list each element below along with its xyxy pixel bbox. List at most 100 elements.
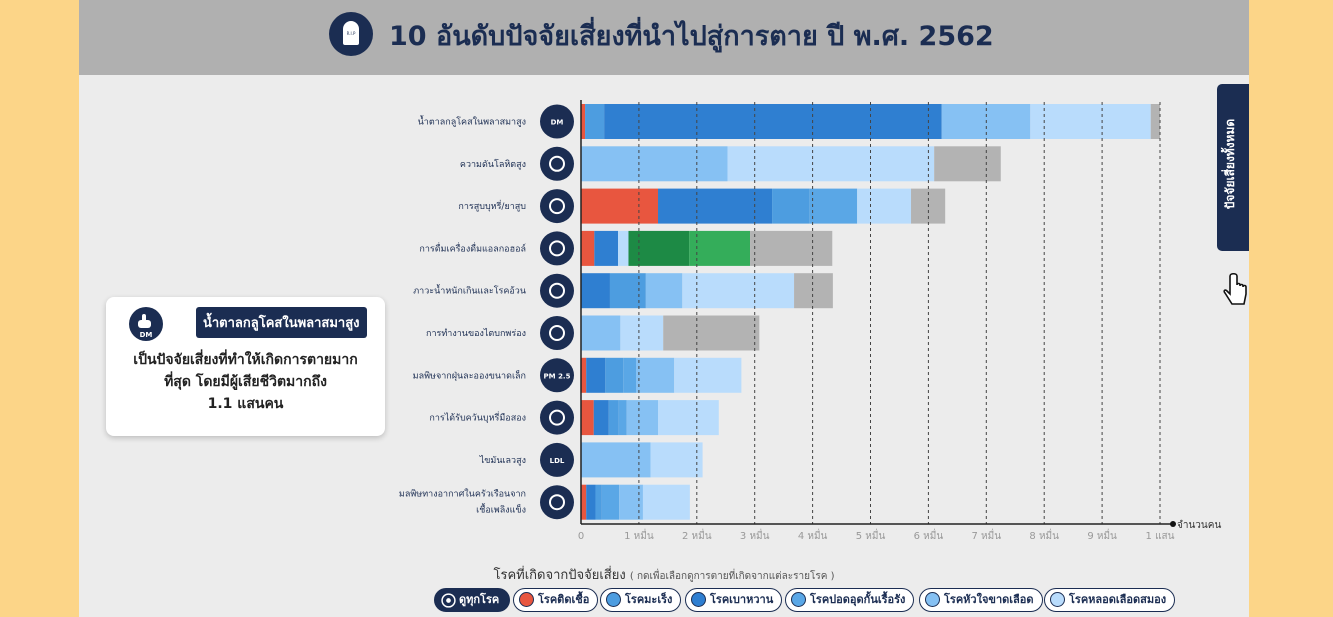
bar-segment[interactable] xyxy=(620,315,664,351)
bar-segment[interactable] xyxy=(581,273,610,309)
risk-factor-icon xyxy=(540,485,574,520)
bar-segment[interactable] xyxy=(650,442,703,478)
bar-segment[interactable] xyxy=(628,230,690,266)
legend-dot xyxy=(519,592,534,607)
x-tick-label: 4 หมื่น xyxy=(798,528,828,542)
bar-segment[interactable] xyxy=(594,230,619,266)
legend-dot xyxy=(925,592,940,607)
eye-icon xyxy=(441,593,456,608)
diabetes-hand-icon: DM xyxy=(129,307,163,341)
bar-segment[interactable] xyxy=(581,357,587,393)
bar-segment[interactable] xyxy=(609,273,646,309)
bar-segment[interactable] xyxy=(689,230,751,266)
bar-segment[interactable] xyxy=(581,104,586,139)
risk-factor-icon xyxy=(540,442,574,477)
bar-segment[interactable] xyxy=(581,400,594,436)
legend-ihd[interactable]: โรคหัวใจขาดเลือด xyxy=(919,588,1043,612)
bar-segment[interactable] xyxy=(645,273,683,309)
bar-segment[interactable] xyxy=(674,357,742,393)
risk-factor-glyph xyxy=(549,240,565,257)
risk-factor-glyph xyxy=(549,409,565,426)
all-risk-factors-tab[interactable]: ปัจจัยเสี่ยงทั้งหมด xyxy=(1217,84,1249,251)
bar-segment[interactable] xyxy=(772,188,810,224)
category-label: ความดันโลหิตสูง xyxy=(460,159,526,170)
risk-factor-glyph xyxy=(549,325,565,341)
bar-segment[interactable] xyxy=(601,484,620,520)
category-label: เชื้อเพลิงแข็ง xyxy=(476,503,526,516)
legend-cancer[interactable]: โรคมะเร็ง xyxy=(600,588,682,612)
bar-segment[interactable] xyxy=(1150,104,1160,139)
bar-segment[interactable] xyxy=(608,400,619,436)
bar-segment[interactable] xyxy=(595,484,602,520)
bar-segment[interactable] xyxy=(658,188,773,224)
legend-copd[interactable]: โรคปอดอุดกั้นเรื้อรัง xyxy=(785,588,915,612)
legend-stroke[interactable]: โรคหลอดเลือดสมอง xyxy=(1044,588,1176,612)
pointer-hand-icon xyxy=(1223,272,1247,305)
bar-segment[interactable] xyxy=(934,146,1001,182)
bar-segment[interactable] xyxy=(682,273,795,309)
risk-factor-icon xyxy=(540,189,574,224)
category-label: น้ำตาลกลูโคสในพลาสมาสูง xyxy=(418,115,526,128)
category-label: ไขมันเลวสูง xyxy=(479,455,526,466)
legend-dot xyxy=(606,592,621,607)
bar-segment[interactable] xyxy=(618,400,627,436)
bar-segment[interactable] xyxy=(623,357,637,393)
bar-segment[interactable] xyxy=(593,400,609,436)
info-card-title: น้ำตาลกลูโคสในพลาสมาสูง xyxy=(196,307,367,338)
x-tick-label: 7 หมื่น xyxy=(972,528,1002,542)
bar-segment[interactable] xyxy=(581,230,595,266)
bar-segment[interactable] xyxy=(581,188,659,224)
bar-segment[interactable] xyxy=(642,484,690,520)
bar-segment[interactable] xyxy=(581,146,728,182)
x-tick-label: 5 หมื่น xyxy=(856,528,886,542)
bar-segment[interactable] xyxy=(658,400,719,436)
bar-segment[interactable] xyxy=(727,146,935,182)
main-panel: R.I.P 10 อันดับปัจจัยเสี่ยงที่นำไปสู่การ… xyxy=(79,0,1249,617)
legend-infectious[interactable]: โรคติดเชื้อ xyxy=(513,588,599,612)
bar-segment[interactable] xyxy=(636,357,675,393)
category-label: มลพิษทางอากาศในครัวเรือนจาก xyxy=(399,489,526,500)
bar-segment[interactable] xyxy=(794,273,833,309)
bar-segment[interactable] xyxy=(581,442,651,478)
risk-factor-icon xyxy=(540,104,574,139)
bar-segment[interactable] xyxy=(1030,104,1151,139)
bar-segment[interactable] xyxy=(585,104,605,139)
bar-segment[interactable] xyxy=(605,357,624,393)
risk-factor-icon-label: DM xyxy=(551,119,564,127)
bar-segment[interactable] xyxy=(619,484,643,520)
bar-segment[interactable] xyxy=(586,484,596,520)
show-all-button[interactable]: ดูทุกโรค xyxy=(434,588,510,612)
stacked-bar-chart: DM น้ำตาลกลูโคสในพลาสมาสูงความดันโลหิตสูง… xyxy=(399,100,1221,542)
category-label: ภาวะน้ำหนักเกินและโรคอ้วน xyxy=(413,284,526,297)
bar-segment[interactable] xyxy=(586,357,606,393)
page-title: 10 อันดับปัจจัยเสี่ยงที่นำไปสู่การตาย ปี… xyxy=(389,21,994,52)
risk-factor-icon xyxy=(540,400,574,435)
bar-segment[interactable] xyxy=(809,188,858,224)
risk-factor-icon-label: PM 2.5 xyxy=(544,372,571,380)
legend-title: โรคที่เกิดจากปัจจัยเสี่ยง ( กดเพื่อเลือก… xyxy=(493,568,835,583)
bar-segment[interactable] xyxy=(581,484,587,520)
side-tab-label: ปัจจัยเสี่ยงทั้งหมด xyxy=(1223,118,1237,210)
bar-segment[interactable] xyxy=(581,315,621,351)
risk-factor-glyph xyxy=(549,155,565,172)
x-tick-label: 3 หมื่น xyxy=(740,528,770,542)
risk-factor-icon xyxy=(540,146,574,181)
category-label: การได้รับควันบุหรี่มือสอง xyxy=(429,411,526,424)
bar-segment[interactable] xyxy=(750,230,833,266)
legend-diabetes[interactable]: โรคเบาหวาน xyxy=(685,588,783,612)
category-label: การสูบบุหรี่/ยาสูบ xyxy=(458,199,526,212)
legend-dot xyxy=(1050,592,1065,607)
bar-segment[interactable] xyxy=(604,104,942,139)
risk-factor-icon xyxy=(540,273,574,308)
bar-segment[interactable] xyxy=(663,315,760,351)
bar-segment[interactable] xyxy=(857,188,912,224)
risk-factor-icon-label: LDL xyxy=(550,457,565,465)
svg-text:DM: DM xyxy=(140,331,153,339)
category-label: การทำงานของไตบกพร่อง xyxy=(426,328,526,339)
risk-factor-icon xyxy=(540,316,574,350)
x-tick-label: 1 หมื่น xyxy=(624,528,654,542)
category-label: การดื่มเครื่องดื่มแอลกอฮอล์ xyxy=(419,241,526,254)
bar-segment[interactable] xyxy=(618,230,629,266)
risk-factor-icon xyxy=(540,231,574,266)
bar-segment[interactable] xyxy=(626,400,659,436)
